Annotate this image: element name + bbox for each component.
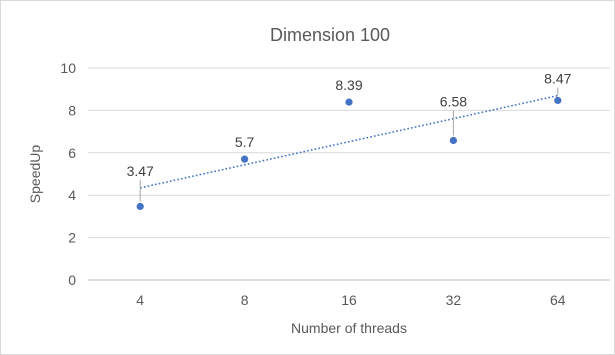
y-axis-title: SpeedUp xyxy=(27,145,43,204)
x-tick-label: 4 xyxy=(136,292,144,308)
data-point xyxy=(136,202,144,211)
chart-title: Dimension 100 xyxy=(270,25,390,45)
y-tick-label: 8 xyxy=(68,102,76,118)
y-tick-label: 6 xyxy=(68,145,76,161)
data-points xyxy=(136,96,562,211)
x-axis-ticks: 4 8 16 32 64 xyxy=(136,292,565,308)
data-label: 6.58 xyxy=(440,94,467,110)
data-point xyxy=(449,136,457,145)
data-point xyxy=(241,155,249,163)
trendline xyxy=(140,94,558,189)
data-label: 3.47 xyxy=(127,163,154,179)
y-axis-ticks: 0 2 4 6 8 10 xyxy=(60,60,76,288)
y-tick-label: 2 xyxy=(68,230,76,246)
x-tick-label: 32 xyxy=(446,292,462,308)
y-tick-label: 10 xyxy=(60,60,76,76)
x-axis-title: Number of threads xyxy=(291,320,407,336)
data-point xyxy=(345,98,353,106)
data-label: 8.47 xyxy=(544,71,571,87)
leader-lines xyxy=(139,87,559,202)
data-label: 8.39 xyxy=(335,77,362,93)
data-labels: 3.47 5.7 8.39 6.58 8.47 xyxy=(127,71,572,179)
y-tick-label: 0 xyxy=(68,272,76,288)
x-tick-label: 64 xyxy=(550,292,566,308)
data-label: 5.7 xyxy=(235,134,255,150)
trendline-group xyxy=(140,94,558,189)
x-tick-label: 8 xyxy=(241,292,249,308)
y-tick-label: 4 xyxy=(68,187,76,203)
gridlines xyxy=(88,67,610,281)
x-tick-label: 16 xyxy=(341,292,357,308)
data-point xyxy=(554,96,562,105)
